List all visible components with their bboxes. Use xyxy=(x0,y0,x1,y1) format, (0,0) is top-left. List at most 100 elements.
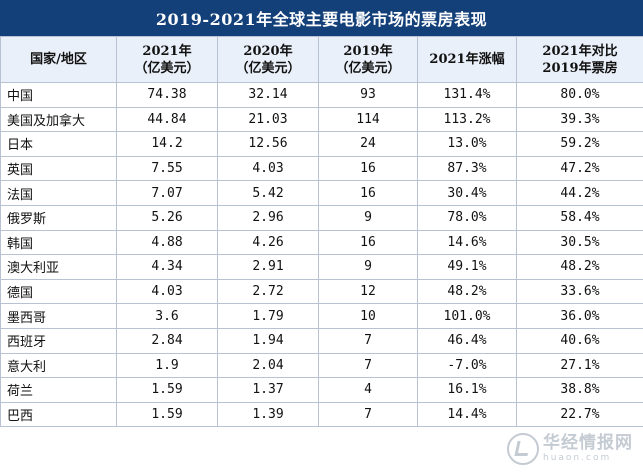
value-cell: 30.4% xyxy=(417,180,517,206)
table-title: 2019-2021年全球主要电影市场的票房表现 xyxy=(0,0,643,36)
column-header: 2021年涨幅 xyxy=(417,36,517,83)
value-cell: 59.2% xyxy=(516,131,643,157)
value-cell: 4.34 xyxy=(116,254,218,280)
value-cell: 2.96 xyxy=(217,204,319,231)
table-row: 法国 7.07 5.42 16 30.4% 44.2% xyxy=(0,180,643,206)
value-cell: 40.6% xyxy=(516,327,643,354)
value-cell: 49.1% xyxy=(417,254,517,280)
region-cell: 韩国 xyxy=(0,229,117,256)
value-cell: 1.94 xyxy=(217,327,319,354)
value-cell: 30.5% xyxy=(516,229,643,256)
table-row: 俄罗斯 5.26 2.96 9 78.0% 58.4% xyxy=(0,204,643,231)
watermark: 华经情报网 huaon.com xyxy=(507,433,633,465)
table-row: 英国 7.55 4.03 16 87.3% 47.2% xyxy=(0,155,643,182)
value-cell: 4.03 xyxy=(116,278,218,305)
region-cell: 意大利 xyxy=(0,352,117,379)
table-row: 荷兰 1.59 1.37 4 16.1% 38.8% xyxy=(0,377,643,403)
region-cell: 澳大利亚 xyxy=(0,254,117,280)
value-cell: 5.26 xyxy=(116,204,218,231)
table-row: 韩国 4.88 4.26 16 14.6% 30.5% xyxy=(0,229,643,256)
column-header: 2020年 （亿美元） xyxy=(217,36,319,83)
value-cell: 5.42 xyxy=(217,180,319,206)
region-cell: 西班牙 xyxy=(0,327,117,354)
value-cell: 39.3% xyxy=(516,106,643,133)
value-cell: 44.84 xyxy=(116,106,218,133)
value-cell: 78.0% xyxy=(417,204,517,231)
value-cell: 44.2% xyxy=(516,180,643,206)
value-cell: 1.59 xyxy=(116,377,218,403)
column-header-line: （亿美元） xyxy=(134,60,200,76)
value-cell: 1.79 xyxy=(217,303,319,329)
column-header-line: 2021年对比 xyxy=(542,43,618,59)
value-cell: 7 xyxy=(318,401,418,428)
column-header-line: 国家/地区 xyxy=(30,52,87,67)
column-header: 2021年 （亿美元） xyxy=(116,36,218,83)
value-cell: 7.07 xyxy=(116,180,218,206)
value-cell: 4.88 xyxy=(116,229,218,256)
value-cell: 4.03 xyxy=(217,155,319,182)
value-cell: 14.6% xyxy=(417,229,517,256)
value-cell: 2.91 xyxy=(217,254,319,280)
value-cell: 33.6% xyxy=(516,278,643,305)
column-header-line: 2021年涨幅 xyxy=(429,52,505,67)
value-cell: 74.38 xyxy=(116,82,218,108)
value-cell: 2.72 xyxy=(217,278,319,305)
table-row: 美国及加拿大 44.84 21.03 114 113.2% 39.3% xyxy=(0,106,643,133)
value-cell: 38.8% xyxy=(516,377,643,403)
table-row: 澳大利亚 4.34 2.91 9 49.1% 48.2% xyxy=(0,254,643,280)
column-header-line: 2021年 xyxy=(142,43,192,59)
value-cell: 10 xyxy=(318,303,418,329)
value-cell: 47.2% xyxy=(516,155,643,182)
value-cell: 48.2% xyxy=(417,278,517,305)
region-cell: 荷兰 xyxy=(0,377,117,403)
value-cell: 7.55 xyxy=(116,155,218,182)
value-cell: 131.4% xyxy=(417,82,517,108)
table-row: 日本 14.2 12.56 24 13.0% 59.2% xyxy=(0,131,643,157)
value-cell: 7 xyxy=(318,352,418,379)
value-cell: 24 xyxy=(318,131,418,157)
value-cell: 80.0% xyxy=(516,82,643,108)
table-row: 意大利 1.9 2.04 7 -7.0% 27.1% xyxy=(0,352,643,379)
value-cell: 1.9 xyxy=(116,352,218,379)
value-cell: 58.4% xyxy=(516,204,643,231)
value-cell: 114 xyxy=(318,106,418,133)
value-cell: 3.6 xyxy=(116,303,218,329)
column-header-line: 2020年 xyxy=(243,43,293,59)
value-cell: 7 xyxy=(318,327,418,354)
value-cell: 2.84 xyxy=(116,327,218,354)
table-body: 中国 74.38 32.14 93 131.4% 80.0% 美国及加拿大 44.84 21.0… xyxy=(0,82,643,428)
column-header-line: （亿美元） xyxy=(335,60,401,76)
table-row: 墨西哥 3.6 1.79 10 101.0% 36.0% xyxy=(0,303,643,329)
value-cell: 16 xyxy=(318,229,418,256)
value-cell: 1.59 xyxy=(116,401,218,428)
value-cell: 16 xyxy=(318,155,418,182)
value-cell: 22.7% xyxy=(516,401,643,428)
value-cell: 27.1% xyxy=(516,352,643,379)
value-cell: 1.37 xyxy=(217,377,319,403)
value-cell: 9 xyxy=(318,254,418,280)
table-row: 中国 74.38 32.14 93 131.4% 80.0% xyxy=(0,82,643,108)
value-cell: 4 xyxy=(318,377,418,403)
column-header-line: （亿美元） xyxy=(235,60,301,76)
value-cell: 9 xyxy=(318,204,418,231)
value-cell: 113.2% xyxy=(417,106,517,133)
region-cell: 墨西哥 xyxy=(0,303,117,329)
table-row: 德国 4.03 2.72 12 48.2% 33.6% xyxy=(0,278,643,305)
value-cell: 21.03 xyxy=(217,106,319,133)
value-cell: 101.0% xyxy=(417,303,517,329)
value-cell: 16 xyxy=(318,180,418,206)
value-cell: 32.14 xyxy=(217,82,319,108)
header-row: 国家/地区 2021年 （亿美元） 2020年 （亿美元） 2019年 （亿美元） 2021年… xyxy=(0,36,643,83)
region-cell: 法国 xyxy=(0,180,117,206)
huajing-logo-icon xyxy=(507,433,539,465)
value-cell: 12 xyxy=(318,278,418,305)
table-row: 西班牙 2.84 1.94 7 46.4% 40.6% xyxy=(0,327,643,354)
value-cell: 16.1% xyxy=(417,377,517,403)
value-cell: 12.56 xyxy=(217,131,319,157)
region-cell: 英国 xyxy=(0,155,117,182)
value-cell: 14.4% xyxy=(417,401,517,428)
value-cell: 46.4% xyxy=(417,327,517,354)
value-cell: 93 xyxy=(318,82,418,108)
value-cell: 48.2% xyxy=(516,254,643,280)
